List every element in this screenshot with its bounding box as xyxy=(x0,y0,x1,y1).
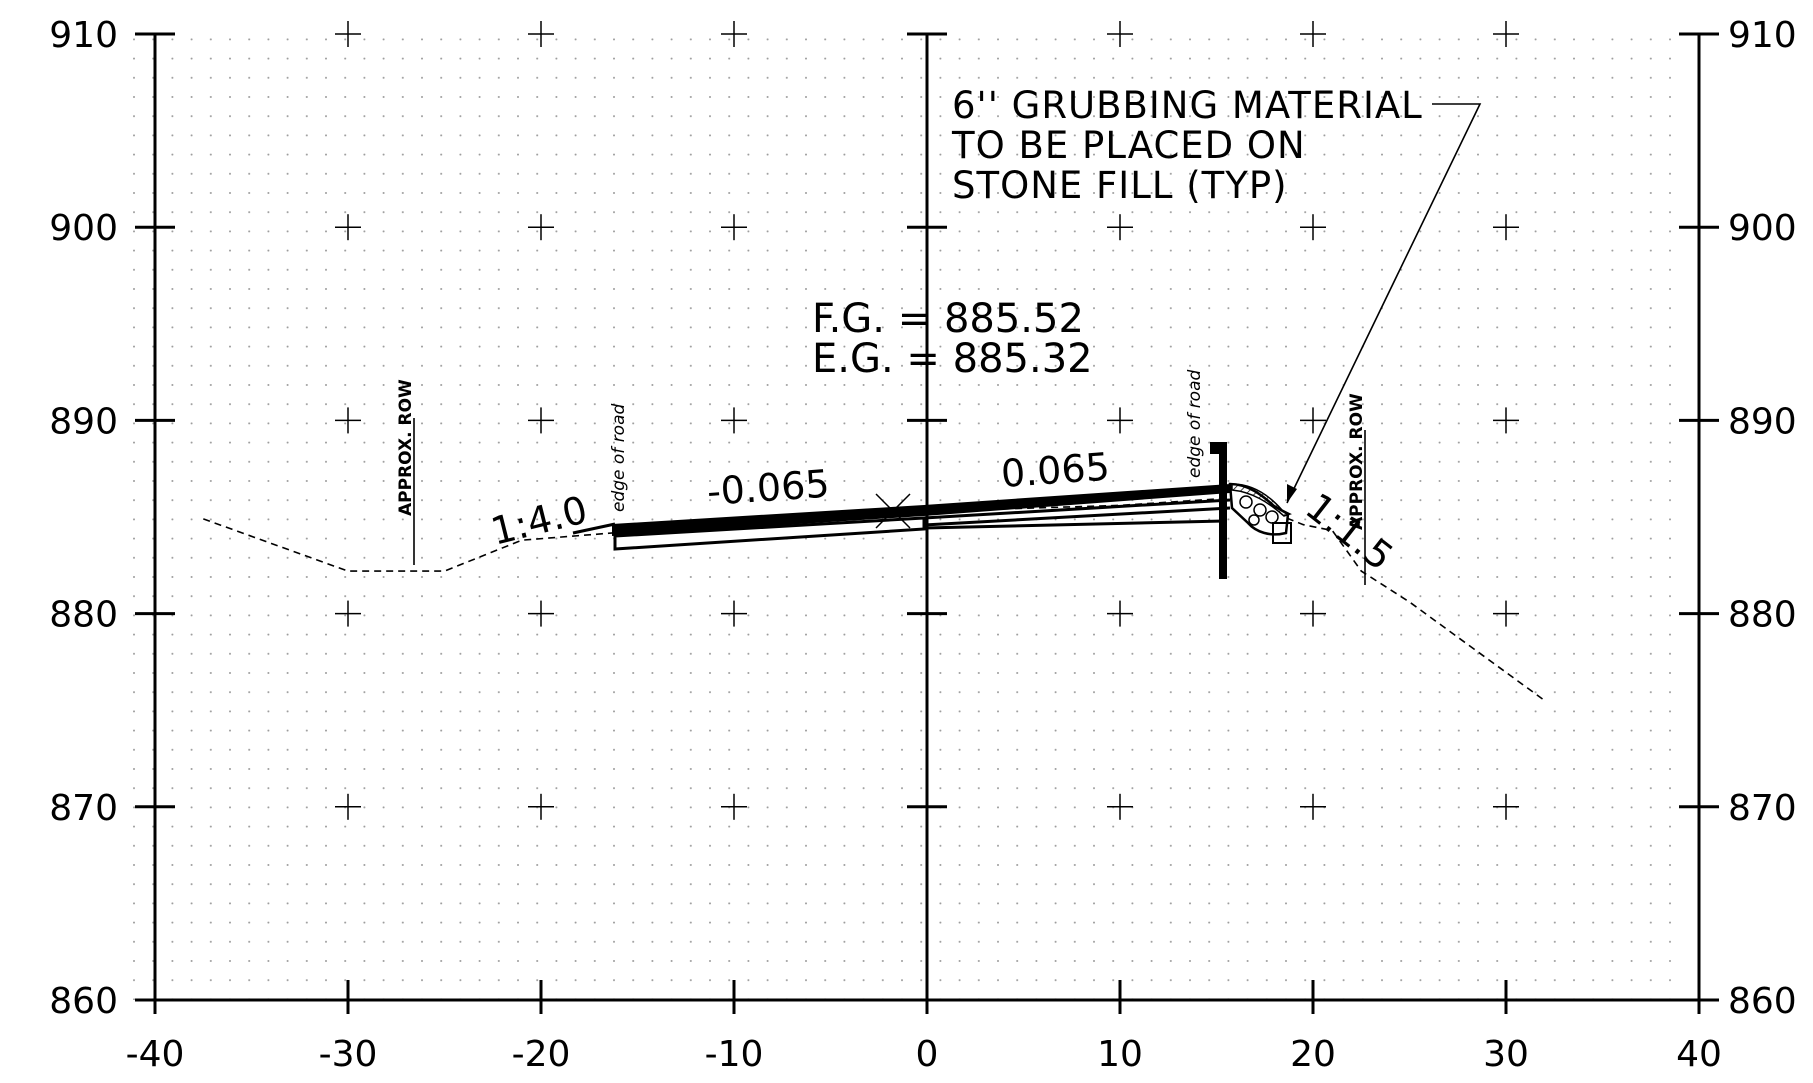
x-tick-labels: -40 -30 -20 -10 0 10 20 30 40 xyxy=(126,1034,1722,1075)
x-tick-label: 30 xyxy=(1483,1034,1529,1075)
row-label-right: APPROX. ROW xyxy=(1347,393,1367,530)
x-tick-label: -40 xyxy=(126,1034,185,1075)
x-tick-label: 40 xyxy=(1676,1034,1722,1075)
grid-dots xyxy=(133,34,1685,1000)
edge-of-road-right: edge of road xyxy=(1185,369,1205,478)
y-tick-label-right: 890 xyxy=(1728,401,1797,442)
x-tick-label: -30 xyxy=(319,1034,378,1075)
y-tick-label-right: 880 xyxy=(1728,595,1797,636)
slope-right-label: 0.065 xyxy=(1000,444,1112,495)
note-line-2: TO BE PLACED ON xyxy=(951,124,1306,167)
x-tick-label: 10 xyxy=(1097,1034,1143,1075)
y-tick-label-left: 900 xyxy=(49,208,118,249)
y-tick-label-left: 890 xyxy=(49,401,118,442)
x-tick-label: 0 xyxy=(916,1034,939,1075)
y-tick-label-right: 870 xyxy=(1728,788,1797,829)
slope-left-label: -0.065 xyxy=(706,462,831,514)
y-tick-label-right: 910 xyxy=(1728,15,1797,56)
x-tick-label: 20 xyxy=(1290,1034,1336,1075)
x-tick-label: -10 xyxy=(705,1034,764,1075)
y-tick-label-right: 860 xyxy=(1728,981,1797,1022)
note-line-1: 6'' GRUBBING MATERIAL xyxy=(952,84,1423,127)
y-tick-label-left: 880 xyxy=(49,595,118,636)
y-tick-label-left: 870 xyxy=(49,788,118,829)
post xyxy=(1219,442,1227,579)
y-tick-labels-right: 860 870 880 890 900 910 xyxy=(1728,15,1797,1022)
note-line-3: STONE FILL (TYP) xyxy=(952,164,1288,207)
y-tick-label-left: 860 xyxy=(49,981,118,1022)
edge-of-road-left: edge of road xyxy=(609,403,629,512)
y-tick-label-left: 910 xyxy=(49,15,118,56)
x-tick-label: -20 xyxy=(512,1034,571,1075)
y-tick-labels-left: 860 870 880 890 900 910 xyxy=(49,15,118,1022)
post-top xyxy=(1210,442,1224,454)
row-label-left: APPROX. ROW xyxy=(396,379,416,516)
existing-grade-label: E.G. = 885.32 xyxy=(812,336,1093,382)
y-tick-label-right: 900 xyxy=(1728,208,1797,249)
